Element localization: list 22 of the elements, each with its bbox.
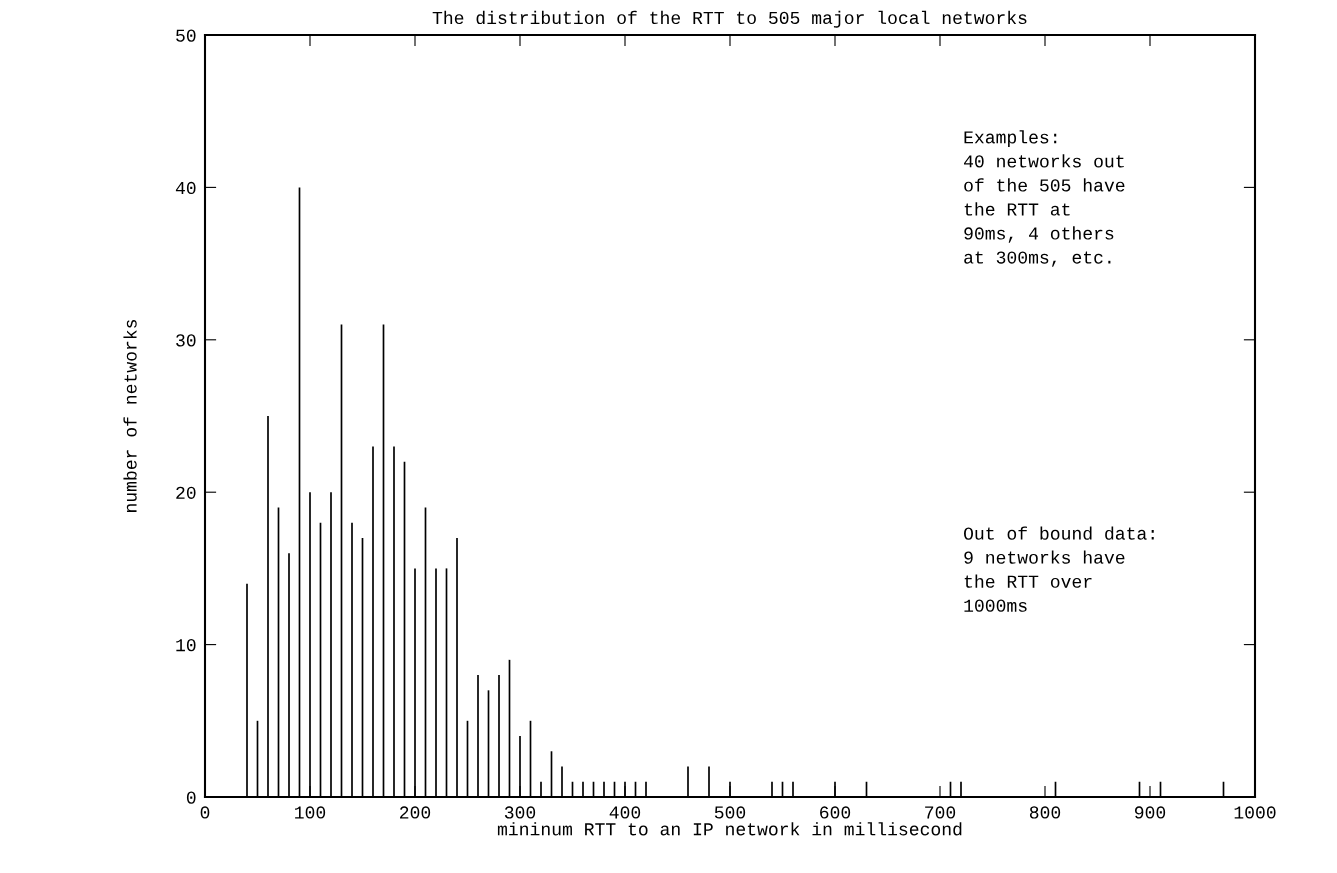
annotation: Out of bound data: 9 networks have the RTT over 1000ms — [964, 526, 1154, 612]
y-axis-title: number of networks — [123, 319, 137, 512]
x-tick-label: 700 — [925, 806, 956, 819]
x-tick-label: 600 — [820, 806, 851, 819]
y-tick-label: 20 — [176, 486, 196, 499]
x-tick-label: 100 — [295, 806, 326, 819]
annotation: Examples: 40 networks out of the 505 have the RTT at 90ms, 4 others at 300ms, etc. — [964, 130, 1125, 267]
x-tick-label: 500 — [714, 806, 746, 819]
y-tick-label: 0 — [186, 791, 196, 804]
x-tick-label: 1000 — [1234, 806, 1276, 819]
y-tick-label: 50 — [176, 29, 196, 42]
x-tick-label: 300 — [504, 806, 536, 819]
x-tick-label: 200 — [400, 806, 431, 819]
x-tick-label: 400 — [609, 806, 641, 819]
y-tick-label: 30 — [176, 334, 196, 347]
y-tick-label: 10 — [176, 639, 196, 652]
x-tick-label: 900 — [1134, 806, 1166, 819]
x-tick-label: 0 — [200, 806, 210, 819]
x-tick-label: 800 — [1029, 806, 1061, 819]
chart-title: The distribution of the RTT to 505 major local networks — [432, 10, 1027, 28]
y-tick-label: 40 — [175, 181, 196, 195]
x-axis-title: mininum RTT to an IP network in millisecond — [497, 822, 962, 836]
